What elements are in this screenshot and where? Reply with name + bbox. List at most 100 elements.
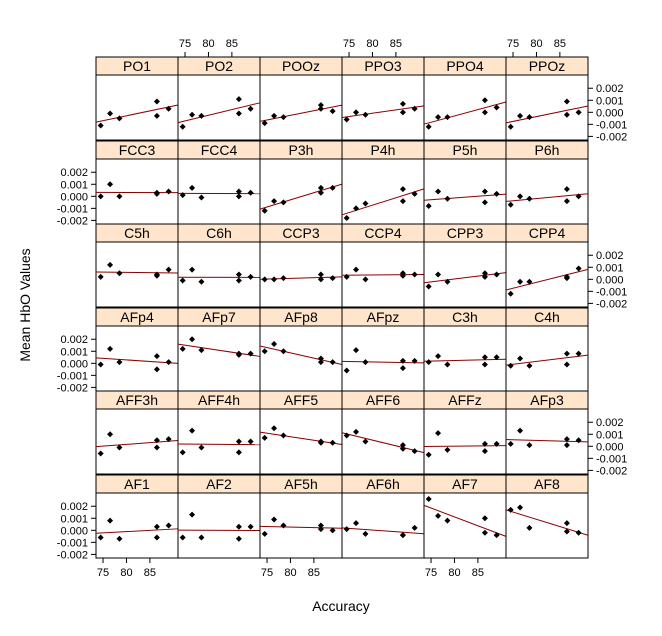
panel-c4h: C4h [505, 307, 589, 392]
x-tick-label: 75 [507, 38, 519, 50]
data-point [317, 189, 324, 196]
data-point [399, 100, 406, 107]
regression-line [259, 345, 343, 365]
data-point [507, 123, 514, 130]
y-tick-label: -0.002 [57, 382, 88, 394]
data-point [317, 271, 324, 278]
data-point [165, 188, 172, 195]
data-point [97, 273, 104, 280]
y-tick-label: 0.001 [60, 346, 88, 358]
data-point [493, 104, 500, 111]
y-tick-label: 0.000 [60, 191, 88, 203]
data-point [353, 347, 360, 354]
data-point [198, 444, 205, 451]
data-point [353, 520, 360, 527]
data-point [575, 529, 582, 536]
panels-group: PO1 PO2 POOz PPO3 PPO4 PPOz FCC3 FCC4 P3h P4h P5h P… [95, 56, 589, 559]
data-point [280, 199, 287, 206]
data-point [517, 427, 524, 434]
regression-line [259, 431, 343, 446]
data-point [507, 362, 514, 369]
data-point [280, 114, 287, 121]
panel-frame [341, 325, 425, 392]
x-axis-title: Accuracy [312, 598, 370, 614]
data-point [235, 96, 242, 103]
panel-strip-label: P6h [535, 142, 560, 158]
data-point [411, 271, 418, 278]
panel-frame [341, 408, 425, 475]
panel-aff3h: AFF3h [95, 390, 179, 475]
data-point [116, 115, 123, 122]
data-point [271, 341, 278, 348]
y-tick-label: 0.002 [596, 83, 624, 95]
panel-frame [177, 241, 261, 308]
data-point [153, 189, 160, 196]
data-point [425, 359, 432, 366]
data-point [399, 532, 406, 539]
axes-group: -0.002-0.0010.0000.0010.002-0.002-0.0010… [57, 38, 627, 579]
panel-fcc4: FCC4 [177, 140, 261, 225]
data-point [317, 184, 324, 191]
data-point [261, 207, 268, 214]
regression-line [95, 528, 179, 534]
y-tick-label: -0.001 [57, 370, 88, 382]
data-point [179, 449, 186, 456]
data-point [97, 122, 104, 129]
data-point [189, 266, 196, 273]
data-point [247, 523, 254, 530]
data-point [107, 431, 114, 438]
data-point [563, 350, 570, 357]
data-point [481, 361, 488, 368]
regression-line [341, 432, 425, 454]
y-tick-label: 0.002 [596, 250, 624, 262]
data-point [507, 290, 514, 297]
data-point [435, 353, 442, 360]
data-point [481, 529, 488, 536]
data-point [107, 181, 114, 188]
data-point [317, 102, 324, 109]
data-point [425, 283, 432, 290]
data-point [575, 109, 582, 116]
data-point [575, 265, 582, 272]
panel-strip-label: FCC4 [201, 142, 238, 158]
data-point [153, 523, 160, 530]
data-point [116, 270, 123, 277]
x-tick-label: 80 [202, 38, 214, 50]
data-point [153, 272, 160, 279]
data-point [481, 270, 488, 277]
panel-cpp4: CPP4 [505, 223, 589, 308]
data-point [526, 524, 533, 531]
x-tick-label: 85 [226, 38, 238, 50]
panel-strip-label: AFF5 [284, 392, 318, 408]
data-point [493, 271, 500, 278]
data-point [399, 272, 406, 279]
panel-af8: AF8 [505, 474, 589, 559]
panel-ppo4: PPO4 [423, 56, 507, 141]
data-point [563, 186, 570, 193]
panel-strip-label: PPO3 [364, 58, 402, 74]
panel-c3h: C3h [423, 307, 507, 392]
data-point [353, 205, 360, 212]
data-point [317, 105, 324, 112]
regression-line [95, 440, 179, 448]
x-tick-label: 85 [472, 567, 484, 579]
data-point [399, 442, 406, 449]
data-point [481, 448, 488, 455]
regression-line [505, 193, 589, 202]
data-point [179, 277, 186, 284]
data-point [435, 188, 442, 195]
data-point [343, 432, 350, 439]
x-tick-label: 75 [97, 567, 109, 579]
data-point [563, 198, 570, 205]
y-tick-label: 0.002 [596, 417, 624, 429]
data-point [411, 524, 418, 531]
regression-line [341, 527, 425, 535]
data-point [317, 522, 324, 529]
data-point [493, 440, 500, 447]
data-point [280, 432, 287, 439]
data-point [107, 261, 114, 268]
x-tick-label: 80 [448, 567, 460, 579]
y-tick-label: 0.002 [60, 167, 88, 179]
data-point [317, 355, 324, 362]
panel-strip-label: AF2 [206, 476, 232, 492]
